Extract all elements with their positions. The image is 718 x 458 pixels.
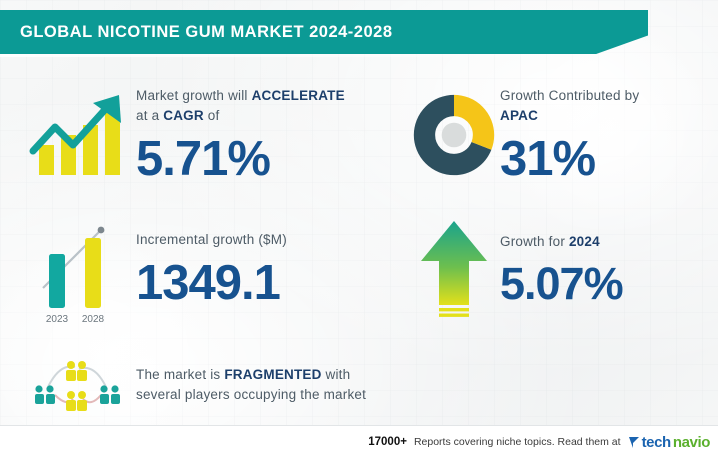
cagr-lead-mid: at a [136,108,164,123]
up-arrow-icon [408,217,500,321]
panel-fragmented-market: The market is FRAGMENTED with several pl… [18,345,370,425]
cagr-lead-text: Market growth will ACCELERATE at a CAGR … [136,86,358,125]
donut-chart-icon [408,94,500,176]
apac-lead-pre: Growth Contributed by [500,88,640,104]
growth-bar-chart-arrow-icon [18,89,136,181]
cagr-accelerate-label: ACCELERATE [251,88,345,104]
footer-report-count: 17000+ [368,436,407,448]
incremental-growth-value: 1349.1 [136,255,281,310]
cagr-lead-pre: Market growth will [136,88,252,104]
fragmented-lead-pre: The market is [136,367,225,383]
panel-growth-2024: Growth for 2024 5.07% [408,205,708,333]
market-fragmentation-network-icon [18,349,136,421]
apac-text-block: Growth Contributed by APAC 31% [500,86,708,183]
technavio-logo[interactable]: tech navio [628,434,710,451]
panel-apac: Growth Contributed by APAC 31% [408,74,708,196]
cagr-text-block: Market growth will ACCELERATE at a CAGR … [136,86,358,183]
apac-value: 31% [500,131,596,186]
panel-incremental-growth: 2023 2028 Incremental growth ($M) 1349.1 [18,205,358,333]
footer-divider [0,425,718,426]
panel-cagr: Market growth will ACCELERATE at a CAGR … [18,74,358,196]
apac-region-label: APAC [500,108,539,123]
technavio-logo-navio: navio [672,433,711,451]
growth-2024-lead-text: Growth for 2024 [500,232,708,252]
incremental-growth-label: Incremental growth ($M) [136,232,287,248]
header-band: GLOBAL NICOTINE GUM MARKET 2024-2028 [0,10,648,54]
cagr-value: 5.71% [136,131,271,186]
technavio-mark-icon [628,437,639,448]
bar-label-2023: 2023 [46,314,69,325]
page-title: GLOBAL NICOTINE GUM MARKET 2024-2028 [20,22,393,41]
footer: 17000+ Reports covering niche topics. Re… [0,426,718,458]
apac-lead-text: Growth Contributed by APAC [500,86,708,125]
header-underline [0,54,600,57]
fragmented-lead-post: with several players occupying the marke… [136,367,367,402]
growth-2024-year-label: 2024 [568,234,600,250]
fragmented-label: FRAGMENTED [224,367,322,383]
incremental-text-block: Incremental growth ($M) 1349.1 [136,230,358,308]
two-bar-growth-icon: 2023 2028 [18,210,136,328]
growth-2024-text-block: Growth for 2024 5.07% [500,232,708,306]
growth-2024-lead-pre: Growth for [500,234,569,250]
technavio-logo-tech: tech [641,433,672,451]
growth-2024-value: 5.07% [500,257,624,309]
cagr-term-label: CAGR [163,108,204,123]
fragmented-lead-text: The market is FRAGMENTED with several pl… [136,365,370,404]
fragmented-text-block: The market is FRAGMENTED with several pl… [136,365,370,404]
cagr-lead-post: of [203,108,220,123]
footer-tagline: Reports covering niche topics. Read them… [413,436,621,448]
bar-label-2028: 2028 [82,314,105,325]
